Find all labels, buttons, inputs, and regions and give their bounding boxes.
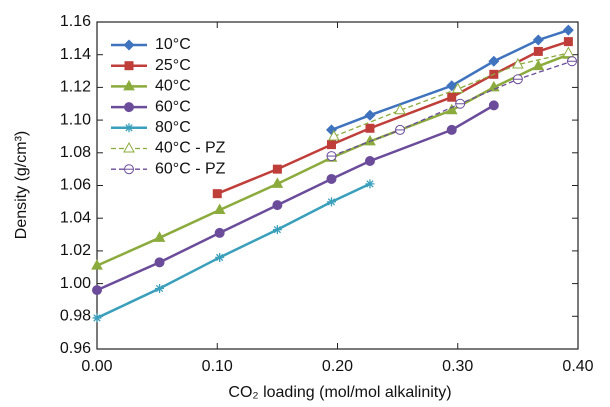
marker (532, 34, 544, 46)
series-line (96, 182, 371, 320)
legend-label: 60°C (155, 98, 191, 115)
marker-shape (488, 100, 499, 111)
x-tick-label: 0.40 (562, 358, 593, 375)
legend-label: 80°C (155, 119, 191, 136)
marker (155, 284, 165, 294)
marker (512, 57, 524, 69)
marker (123, 39, 135, 51)
marker (124, 61, 134, 71)
marker (91, 259, 103, 270)
marker (447, 92, 457, 102)
marker (272, 225, 282, 235)
marker (124, 123, 134, 133)
y-tick-label: 1.02 (60, 242, 91, 259)
marker (365, 179, 375, 189)
marker (328, 129, 340, 141)
marker (124, 102, 134, 113)
series-line (331, 28, 569, 132)
x-tick-label: 0.30 (442, 358, 473, 375)
marker-shape (214, 227, 225, 238)
marker (562, 46, 575, 58)
marker (153, 231, 166, 242)
y-tick-label: 1.14 (60, 46, 91, 63)
marker-shape (272, 200, 283, 211)
marker (271, 177, 284, 188)
legend-label: 40°C - PZ (155, 140, 226, 157)
marker (326, 197, 336, 207)
marker (213, 203, 226, 215)
legend-label: 10°C (155, 36, 191, 53)
marker (365, 123, 375, 133)
marker (124, 164, 134, 175)
marker (532, 59, 545, 71)
marker (92, 313, 102, 323)
marker (445, 103, 458, 115)
y-tick-label: 0.98 (60, 308, 91, 325)
y-axis-label: Density (g/cm³) (13, 131, 30, 239)
marker (214, 227, 225, 238)
marker (272, 164, 282, 174)
marker (215, 252, 225, 262)
marker (562, 24, 574, 36)
y-tick-label: 0.96 (60, 340, 91, 357)
marker (566, 56, 577, 67)
marker-shape (92, 285, 102, 296)
y-tick-label: 1.00 (60, 275, 91, 292)
marker (488, 100, 499, 111)
marker (364, 109, 376, 121)
marker (364, 155, 375, 166)
y-tick-label: 1.12 (60, 79, 91, 96)
marker-shape (326, 173, 337, 184)
marker (212, 189, 222, 199)
y-tick-label: 1.04 (60, 209, 91, 226)
legend-label: 40°C (155, 78, 191, 95)
marker (455, 98, 466, 109)
marker (451, 82, 464, 94)
series-line (216, 40, 569, 195)
marker (512, 74, 523, 85)
y-tick-label: 1.16 (60, 13, 91, 30)
marker (326, 173, 337, 184)
marker (446, 124, 457, 135)
x-tick-label: 0.20 (322, 358, 353, 375)
marker (563, 37, 573, 47)
marker (154, 257, 165, 268)
x-tick-label: 0.00 (81, 358, 112, 375)
y-tick-label: 1.06 (60, 177, 91, 194)
series-line (96, 104, 495, 292)
marker-shape (446, 124, 457, 135)
marker (92, 285, 102, 296)
marker (123, 141, 135, 153)
marker (533, 46, 543, 56)
marker-shape (154, 257, 165, 268)
marker (272, 200, 283, 211)
marker (395, 124, 406, 135)
marker (326, 151, 337, 162)
x-axis-label: CO₂ loading (mol/mol alkalinity) (228, 384, 451, 401)
marker-shape (364, 155, 375, 166)
legend-label: 25°C (155, 57, 191, 74)
y-tick-label: 1.10 (60, 111, 91, 128)
marker (123, 79, 135, 91)
marker (326, 140, 336, 150)
marker (394, 103, 406, 115)
marker (488, 55, 500, 67)
marker-shape (124, 102, 134, 113)
legend-label: 60°C - PZ (155, 160, 226, 177)
y-tick-label: 1.08 (60, 144, 91, 161)
x-tick-label: 0.10 (202, 358, 233, 375)
